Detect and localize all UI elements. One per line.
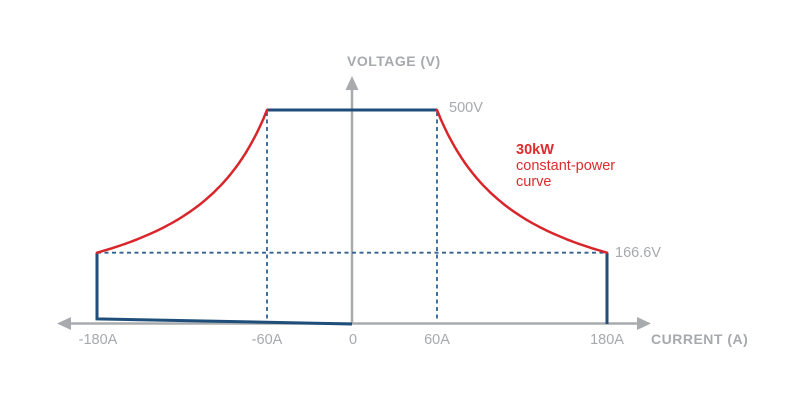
tick-neg60: -60A <box>251 332 283 348</box>
x-axis-left-arrow-icon <box>57 317 71 330</box>
constant-power-curve-left <box>95 108 269 254</box>
tick-60: 60A <box>424 332 450 348</box>
tick-zero: 0 <box>348 332 358 348</box>
knee-voltage-label: 166.6V <box>615 245 661 261</box>
x-axis-right-arrow-icon <box>637 317 651 330</box>
max-voltage-label: 500V <box>449 100 483 116</box>
annotation-power-value: 30kW <box>516 142 554 158</box>
y-axis-title: VOLTAGE (V) <box>347 53 441 69</box>
constant-power-curve-right <box>435 108 609 254</box>
annotation-line2: constant-power <box>516 158 616 174</box>
tick-180: 180A <box>590 332 624 348</box>
tick-neg180: -180A <box>78 332 118 348</box>
y-axis-up-arrow-icon <box>345 76 359 90</box>
constant-power-annotation: 30kW constant-power curve <box>516 142 615 190</box>
x-axis-title: CURRENT (A) <box>651 331 749 347</box>
operating-envelope-segment-2 <box>95 252 353 326</box>
annotation-line3: curve <box>516 174 552 190</box>
